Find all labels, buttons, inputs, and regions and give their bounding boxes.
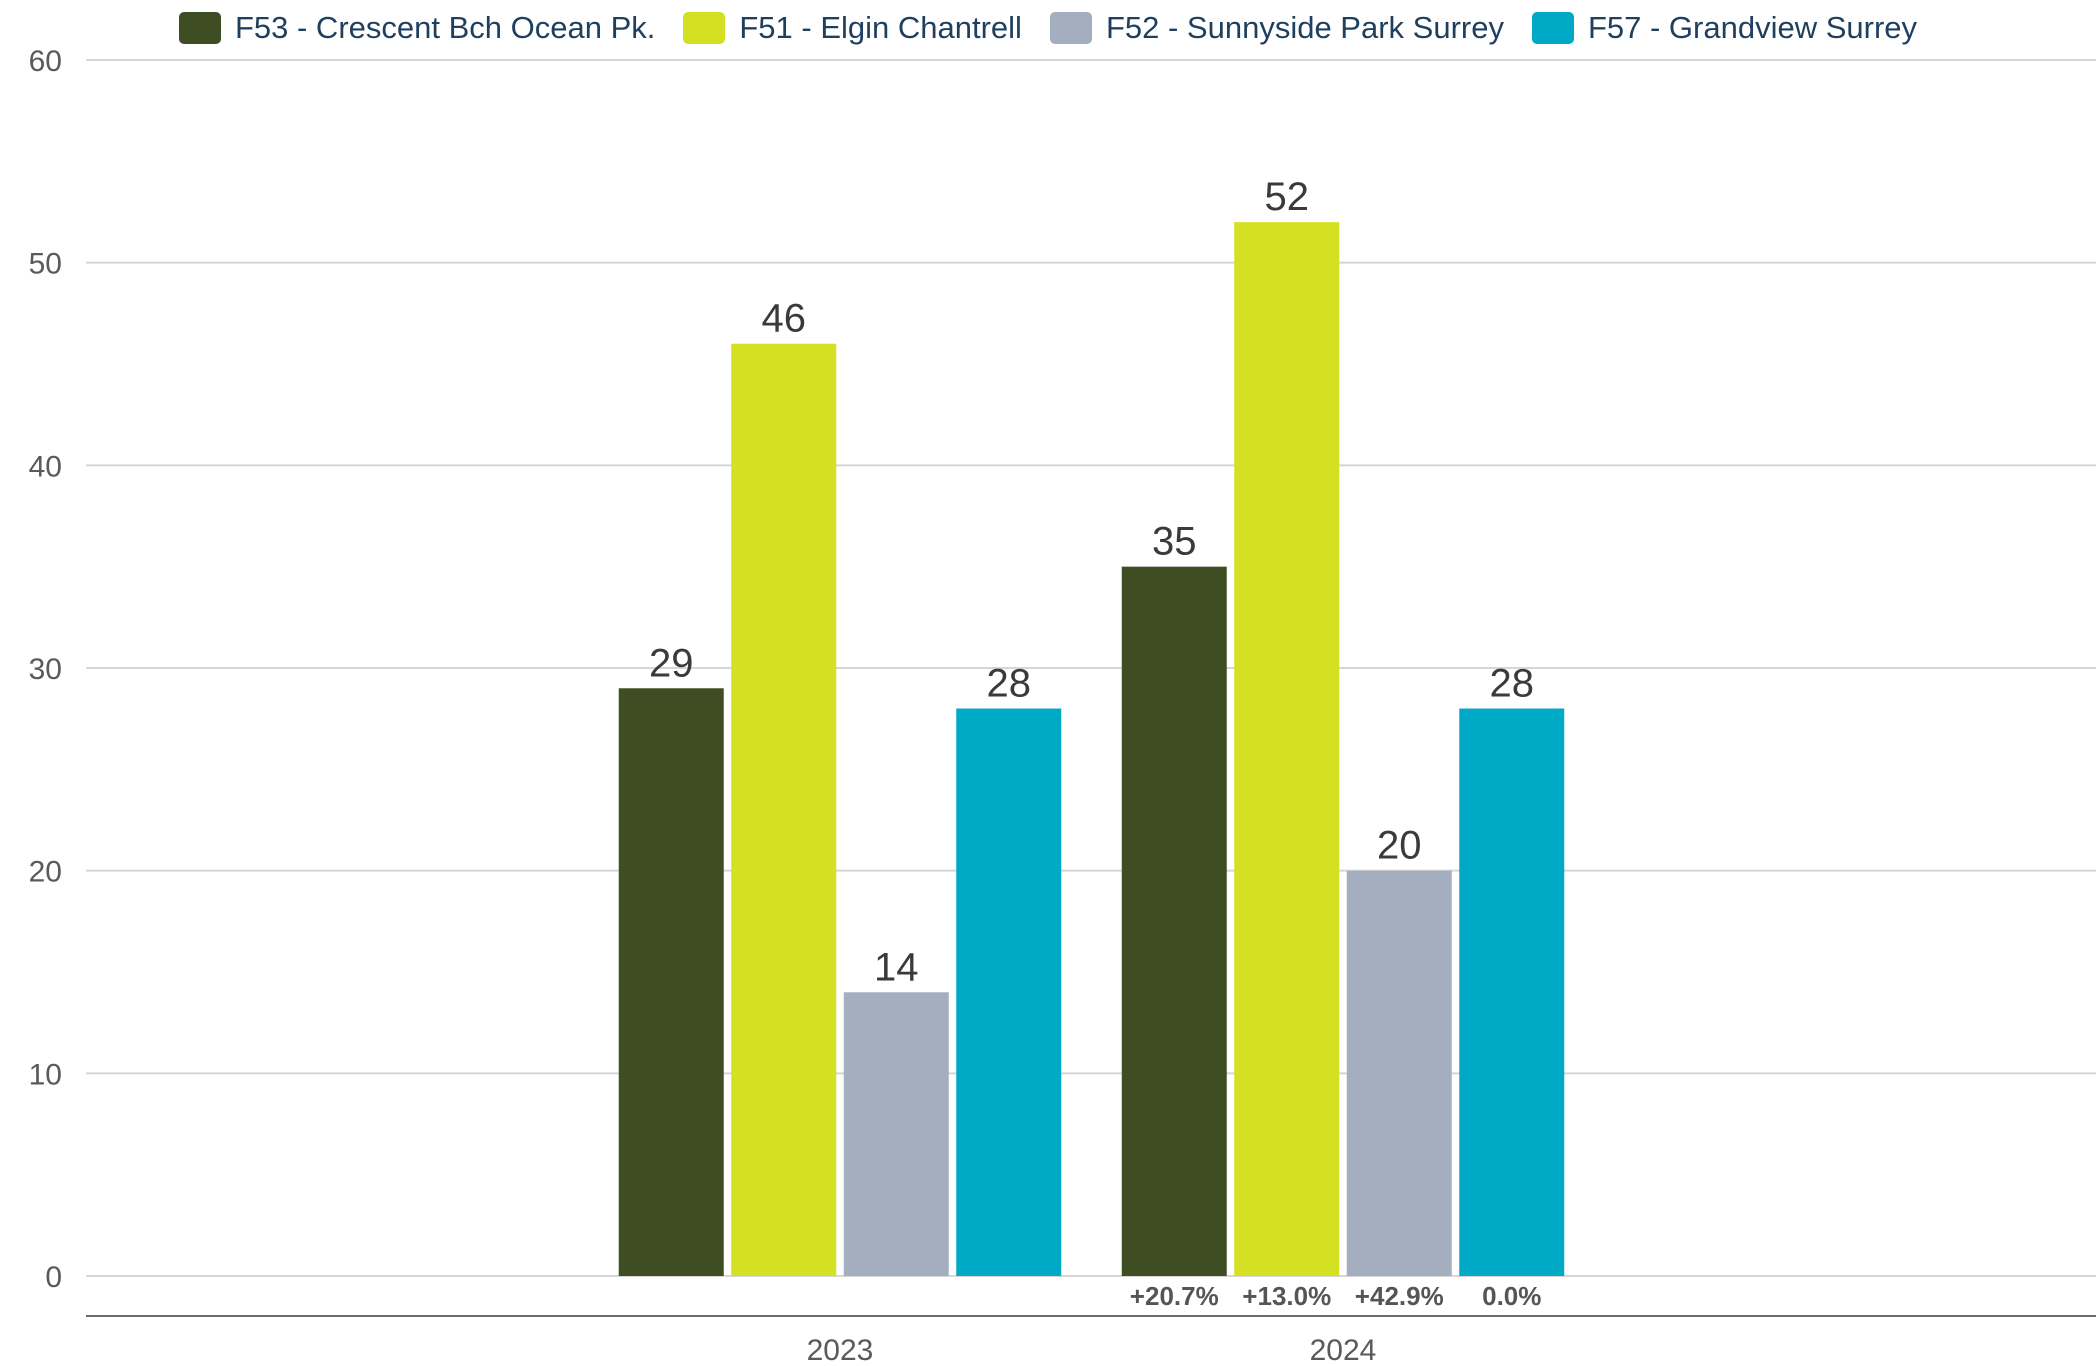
y-tick-label: 0 xyxy=(45,1261,62,1294)
bar xyxy=(731,343,837,1276)
x-tick-label: 2024 xyxy=(1310,1334,1377,1366)
change-label: 0.0% xyxy=(1482,1281,1541,1311)
legend-label: F57 - Grandview Surrey xyxy=(1587,10,1918,45)
legend-label: F51 - Elgin Chantrell xyxy=(739,10,1022,45)
change-label: +20.7% xyxy=(1130,1281,1219,1311)
legend-item[interactable]: F52 - Sunnyside Park Surrey xyxy=(1049,10,1504,46)
bar xyxy=(618,688,724,1276)
legend-item[interactable]: F51 - Elgin Chantrell xyxy=(683,10,1022,46)
bar xyxy=(956,708,1062,1276)
legend-swatch xyxy=(1531,12,1574,44)
data-label: 14 xyxy=(874,945,919,989)
legend-swatch xyxy=(683,12,726,44)
bar xyxy=(1234,222,1340,1277)
y-tick-label: 40 xyxy=(29,450,62,483)
data-label: 28 xyxy=(1490,662,1535,706)
y-tick-label: 60 xyxy=(29,45,62,78)
change-label: +42.9% xyxy=(1355,1281,1444,1311)
data-label: 52 xyxy=(1265,175,1310,219)
legend-label: F52 - Sunnyside Park Surrey xyxy=(1105,10,1504,45)
bar xyxy=(1346,870,1452,1276)
legend-label: F53 - Crescent Bch Ocean Pk. xyxy=(234,10,656,45)
legend-swatch xyxy=(178,12,221,44)
y-tick-label: 30 xyxy=(29,653,62,686)
legend-item[interactable]: F57 - Grandview Surrey xyxy=(1531,10,1918,46)
legend-item[interactable]: F53 - Crescent Bch Ocean Pk. xyxy=(178,10,656,46)
y-tick-label: 20 xyxy=(29,856,62,889)
bar xyxy=(1459,708,1565,1276)
data-label: 20 xyxy=(1377,824,1422,868)
change-label: +13.0% xyxy=(1242,1281,1331,1311)
data-label: 29 xyxy=(649,641,694,685)
y-tick-label: 10 xyxy=(29,1058,62,1091)
x-tick-label: 2023 xyxy=(807,1334,874,1366)
y-tick-label: 50 xyxy=(29,248,62,281)
legend: F53 - Crescent Bch Ocean Pk. F51 - Elgin … xyxy=(0,0,2096,56)
legend-swatch xyxy=(1049,12,1092,44)
data-label: 35 xyxy=(1152,520,1197,564)
bar xyxy=(1121,566,1227,1276)
bar xyxy=(843,992,949,1276)
data-label: 28 xyxy=(987,662,1032,706)
data-label: 46 xyxy=(762,297,807,341)
